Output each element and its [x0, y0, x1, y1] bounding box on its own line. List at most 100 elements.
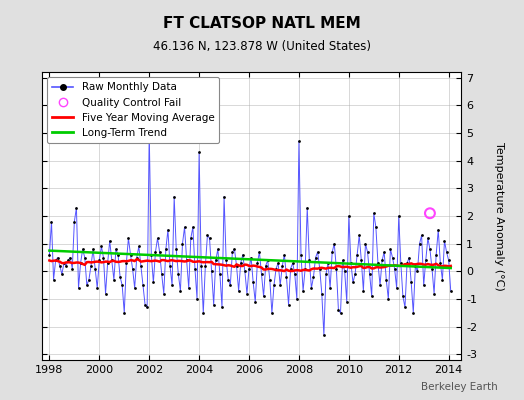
Point [434, 227, 442, 233]
Point [83, 282, 91, 288]
Point [85, 276, 93, 283]
Point [392, 285, 401, 291]
Point [268, 310, 276, 316]
Point [195, 149, 203, 156]
Point [294, 138, 303, 144]
Point [228, 249, 236, 255]
Point [324, 260, 332, 266]
Point [47, 218, 56, 225]
Point [369, 210, 378, 216]
Point [172, 246, 180, 252]
Point [418, 232, 426, 238]
Point [264, 257, 272, 264]
Point [432, 252, 440, 258]
Point [309, 274, 318, 280]
Point [81, 254, 89, 261]
Point [363, 249, 372, 255]
Point [315, 266, 324, 272]
Point [272, 266, 280, 272]
Point [197, 263, 205, 269]
Point [367, 293, 376, 300]
Text: FT CLATSOP NATL MEM: FT CLATSOP NATL MEM [163, 16, 361, 31]
Point [347, 260, 355, 266]
Point [343, 299, 351, 305]
Point [230, 246, 238, 252]
Point [208, 268, 216, 274]
Point [322, 271, 330, 277]
Point [334, 307, 343, 313]
Point [214, 246, 222, 252]
Point [101, 290, 110, 297]
Point [313, 249, 322, 255]
Point [255, 249, 264, 255]
Point [234, 288, 243, 294]
Point [318, 290, 326, 297]
Point [425, 246, 434, 252]
Point [116, 274, 124, 280]
Point [77, 260, 85, 266]
Legend: Raw Monthly Data, Quality Control Fail, Five Year Moving Average, Long-Term Tren: Raw Monthly Data, Quality Control Fail, … [47, 77, 220, 143]
Point [45, 252, 53, 258]
Point [411, 263, 420, 269]
Point [118, 282, 126, 288]
Point [287, 266, 295, 272]
Point [395, 213, 403, 219]
Point [95, 257, 104, 264]
Point [276, 282, 285, 288]
Point [130, 285, 139, 291]
Point [249, 279, 257, 286]
Point [388, 254, 397, 261]
Point [184, 285, 193, 291]
Point [187, 235, 195, 241]
Point [151, 249, 160, 255]
Point [401, 304, 409, 310]
Point [355, 232, 364, 238]
Point [199, 310, 208, 316]
Point [56, 263, 64, 269]
Point [405, 254, 413, 261]
Point [436, 260, 444, 266]
Point [251, 299, 259, 305]
Point [97, 243, 105, 250]
Point [210, 302, 218, 308]
Point [89, 246, 97, 252]
Point [293, 296, 301, 302]
Point [345, 213, 353, 219]
Point [120, 310, 128, 316]
Point [425, 210, 434, 216]
Point [128, 266, 137, 272]
Point [180, 224, 189, 230]
Point [201, 263, 210, 269]
Point [141, 302, 149, 308]
Point [430, 290, 438, 297]
Point [380, 249, 388, 255]
Point [174, 271, 182, 277]
Point [60, 260, 68, 266]
Point [74, 285, 83, 291]
Point [58, 271, 66, 277]
Point [444, 257, 453, 264]
Point [87, 263, 95, 269]
Point [378, 257, 386, 264]
Point [49, 276, 58, 283]
Point [143, 304, 151, 310]
Point [79, 246, 87, 252]
Point [166, 263, 174, 269]
Point [112, 246, 120, 252]
Point [386, 246, 395, 252]
Point [399, 293, 407, 300]
Point [122, 260, 130, 266]
Point [62, 263, 70, 269]
Point [191, 266, 199, 272]
Point [442, 249, 451, 255]
Point [438, 276, 446, 283]
Point [289, 260, 297, 266]
Point [158, 271, 166, 277]
Point [305, 257, 313, 264]
Point [351, 271, 359, 277]
Point [390, 266, 399, 272]
Point [189, 224, 197, 230]
Point [365, 271, 374, 277]
Point [397, 260, 405, 266]
Point [126, 252, 135, 258]
